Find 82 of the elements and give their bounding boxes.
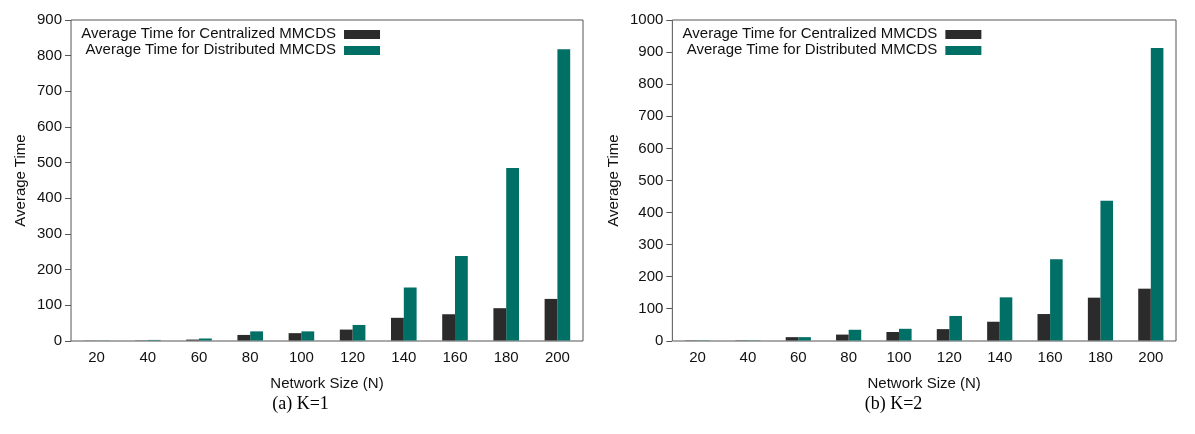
y-tick-label: 300 [37, 224, 63, 242]
y-tick-label: 600 [37, 117, 63, 135]
bar [455, 256, 468, 341]
bar [250, 331, 264, 341]
y-tick-label: 500 [638, 170, 664, 188]
x-tick-label: 160 [442, 348, 468, 366]
bar [1138, 288, 1151, 341]
x-tick-label: 100 [886, 348, 912, 366]
x-tick-label: 20 [689, 348, 706, 366]
y-axis-title: Average Time [11, 134, 29, 227]
legend-label: Average Time for Distributed MMCDS [686, 40, 938, 58]
y-axis-title: Average Time [604, 134, 622, 227]
y-tick-label: 0 [53, 331, 63, 349]
bar [1150, 47, 1164, 341]
y-tick-label: 800 [37, 45, 63, 63]
x-tick-label: 20 [88, 348, 105, 366]
y-tick-label: 900 [37, 10, 63, 28]
y-tick-label: 1000 [629, 10, 664, 28]
y-tick-label: 400 [638, 202, 664, 220]
text: (a) K=1 [271, 393, 330, 414]
y-tick-label: 100 [37, 295, 63, 313]
x-tick-label: 80 [840, 348, 857, 366]
bar [987, 321, 1000, 341]
bar [557, 49, 571, 341]
bar [836, 334, 849, 341]
bar [798, 337, 811, 341]
bar [949, 315, 962, 341]
y-tick-label: 0 [655, 331, 664, 349]
x-tick-label: 40 [739, 348, 757, 366]
x-tick-label: 120 [340, 348, 366, 366]
bar [493, 308, 507, 341]
x-axis-title: Network Size (N) [867, 374, 981, 392]
y-tick-label: 600 [638, 138, 664, 156]
bar [1050, 259, 1063, 341]
bar [1087, 297, 1101, 341]
x-axis-title: Network Size (N) [270, 374, 384, 392]
legend-label: Average Time for Centralized MMCDS [81, 24, 337, 42]
bar [391, 317, 404, 341]
y-tick-label: 700 [37, 81, 63, 99]
bar [785, 337, 799, 341]
bar [442, 314, 456, 341]
y-tick-label: 400 [37, 188, 63, 206]
y-tick-label: 800 [638, 74, 664, 92]
bar [544, 298, 558, 341]
bar [403, 287, 417, 341]
bar [899, 328, 912, 341]
x-tick-label: 180 [1087, 348, 1113, 366]
y-tick-label: 100 [638, 299, 664, 317]
bar [1100, 200, 1114, 341]
x-tick-label: 120 [936, 348, 962, 366]
bar [288, 333, 302, 341]
bar [237, 334, 251, 341]
y-tick-label: 700 [638, 106, 664, 124]
text: (b) K=2 [863, 393, 924, 414]
x-tick-label: 40 [139, 348, 157, 366]
legend-label: Average Time for Centralized MMCDS [682, 24, 938, 42]
bar [1037, 314, 1051, 341]
bar [506, 168, 519, 341]
x-tick-label: 140 [391, 348, 417, 366]
y-tick-label: 900 [638, 42, 664, 60]
bar [352, 324, 366, 341]
x-tick-label: 60 [789, 348, 807, 366]
bar [999, 297, 1013, 341]
y-tick-label: 200 [37, 259, 63, 277]
x-tick-label: 200 [544, 348, 570, 366]
y-tick-label: 500 [37, 152, 63, 170]
x-tick-label: 140 [987, 348, 1013, 366]
x-tick-label: 180 [493, 348, 519, 366]
bar [848, 329, 862, 341]
bar [301, 331, 315, 341]
x-tick-label: 80 [241, 348, 259, 366]
bar [199, 338, 212, 341]
legend-label: Average Time for Distributed MMCDS [85, 40, 337, 58]
bar [339, 329, 353, 341]
x-tick-label: 100 [288, 348, 314, 366]
y-tick-label: 300 [638, 234, 664, 252]
x-tick-label: 200 [1138, 348, 1164, 366]
y-tick-label: 200 [638, 266, 664, 284]
x-tick-label: 160 [1037, 348, 1063, 366]
bar [936, 329, 950, 341]
bar [886, 332, 899, 341]
x-tick-label: 60 [190, 348, 208, 366]
